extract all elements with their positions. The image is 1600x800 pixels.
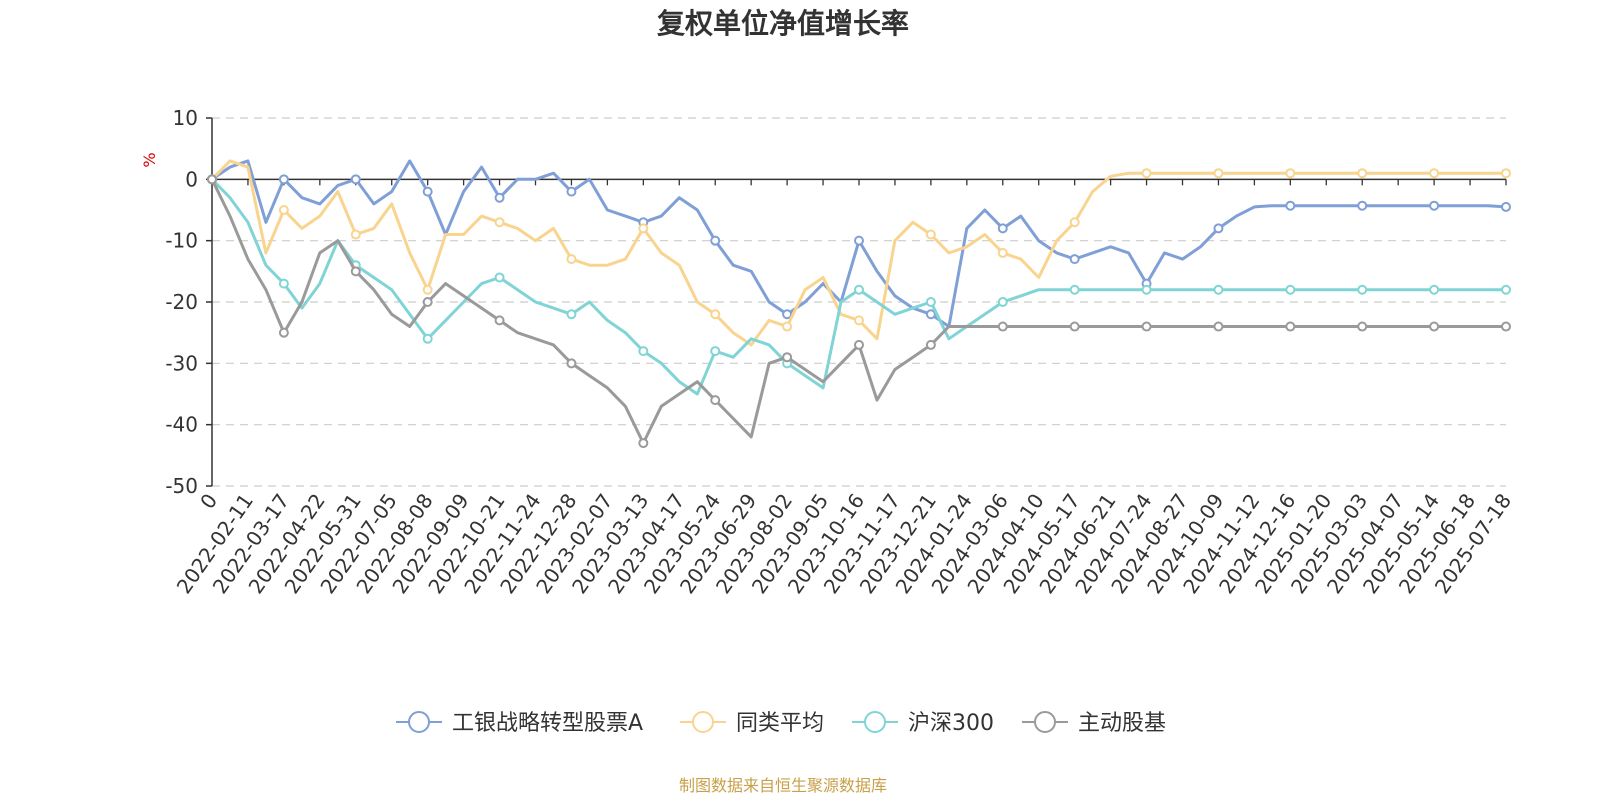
data-point xyxy=(1357,200,1368,211)
data-point xyxy=(566,186,577,197)
legend-item[interactable]: 工银战略转型股票A xyxy=(396,711,643,736)
data-point xyxy=(925,309,936,320)
data-point xyxy=(854,284,864,295)
series-lines xyxy=(207,159,1511,449)
data-point xyxy=(710,395,721,406)
data-point xyxy=(207,174,217,185)
data-point xyxy=(1213,321,1224,332)
data-point xyxy=(1501,284,1511,295)
data-point xyxy=(278,205,289,215)
data-point xyxy=(1357,168,1368,179)
y-axis-unit: % xyxy=(140,152,159,167)
data-point xyxy=(1141,168,1152,179)
data-point xyxy=(566,358,577,369)
data-point xyxy=(1069,321,1080,332)
data-point xyxy=(566,309,577,320)
legend-item[interactable]: 同类平均 xyxy=(680,711,824,736)
data-point xyxy=(494,272,505,283)
legend-label: 沪深300 xyxy=(908,711,994,736)
y-tick-label: -10 xyxy=(165,229,198,253)
data-point xyxy=(854,235,864,246)
data-point xyxy=(1069,284,1080,295)
data-point xyxy=(1429,200,1440,211)
data-point xyxy=(1357,321,1368,332)
data-point xyxy=(278,278,289,289)
data-point xyxy=(278,174,289,185)
data-point xyxy=(1357,284,1368,295)
data-point xyxy=(422,297,433,307)
legend-label: 同类平均 xyxy=(736,711,824,736)
data-point xyxy=(422,333,433,344)
data-point xyxy=(638,346,649,357)
y-axis-ticks: 10 0 -10 -20 -30 -40 -50 xyxy=(165,106,212,498)
legend-marker xyxy=(692,711,714,733)
legend-label: 工银战略转型股票A xyxy=(452,711,643,736)
legend-label: 主动股基 xyxy=(1078,711,1166,736)
data-source-note: 制图数据来自恒生聚源数据库 xyxy=(679,776,887,795)
data-point xyxy=(997,247,1008,258)
data-point xyxy=(638,438,649,449)
data-point xyxy=(1429,168,1440,179)
data-point xyxy=(710,346,721,357)
y-tick-label: -40 xyxy=(165,413,198,437)
data-point xyxy=(350,229,361,240)
data-point xyxy=(925,229,936,240)
data-point xyxy=(1069,254,1080,265)
data-point xyxy=(278,327,289,338)
legend: 工银战略转型股票A 同类平均 沪深300 主动股基 xyxy=(396,711,1166,736)
data-point xyxy=(1141,321,1152,332)
chart-title: 复权单位净值增长率 xyxy=(657,7,909,40)
x-axis-ticks: 02022-02-112022-03-172022-04-222022-05-3… xyxy=(172,179,1516,598)
y-tick-label: -30 xyxy=(165,351,198,375)
data-point xyxy=(925,297,936,307)
data-point xyxy=(350,266,361,277)
data-point xyxy=(1501,201,1511,212)
data-point xyxy=(1213,168,1224,179)
y-tick-label: 0 xyxy=(185,167,198,191)
data-point xyxy=(925,339,936,350)
data-point xyxy=(494,217,505,228)
legend-marker xyxy=(1034,711,1056,733)
data-point xyxy=(1213,284,1224,295)
data-point xyxy=(1285,284,1296,295)
data-point xyxy=(854,315,864,326)
y-tick-label: -50 xyxy=(165,474,198,498)
data-point xyxy=(782,309,793,320)
data-point xyxy=(710,235,721,246)
data-point xyxy=(1501,168,1511,179)
data-point xyxy=(422,186,433,197)
y-tick-label: 10 xyxy=(173,106,198,130)
data-point xyxy=(1069,217,1080,228)
data-point xyxy=(1285,321,1296,332)
data-point xyxy=(782,321,793,332)
data-point xyxy=(1285,168,1296,179)
data-point xyxy=(997,223,1008,234)
data-point xyxy=(566,254,577,265)
data-point xyxy=(638,223,649,234)
data-point xyxy=(1429,284,1440,295)
data-point xyxy=(494,315,505,326)
legend-marker xyxy=(864,711,886,733)
data-point xyxy=(997,297,1008,307)
data-point xyxy=(710,309,721,320)
y-tick-label: -20 xyxy=(165,290,198,314)
legend-item[interactable]: 沪深300 xyxy=(852,711,994,736)
data-point xyxy=(854,339,864,350)
legend-item[interactable]: 主动股基 xyxy=(1022,711,1166,736)
data-point xyxy=(422,284,433,295)
data-point xyxy=(1501,321,1511,332)
legend-marker xyxy=(408,711,430,733)
x-tick-label: 0 xyxy=(195,489,222,513)
data-point xyxy=(350,174,361,185)
data-point xyxy=(494,192,505,203)
data-point xyxy=(1141,284,1152,295)
data-point xyxy=(1213,223,1224,234)
data-point xyxy=(782,352,793,363)
data-point xyxy=(1285,200,1296,211)
data-point xyxy=(997,321,1008,332)
data-point xyxy=(1429,321,1440,332)
